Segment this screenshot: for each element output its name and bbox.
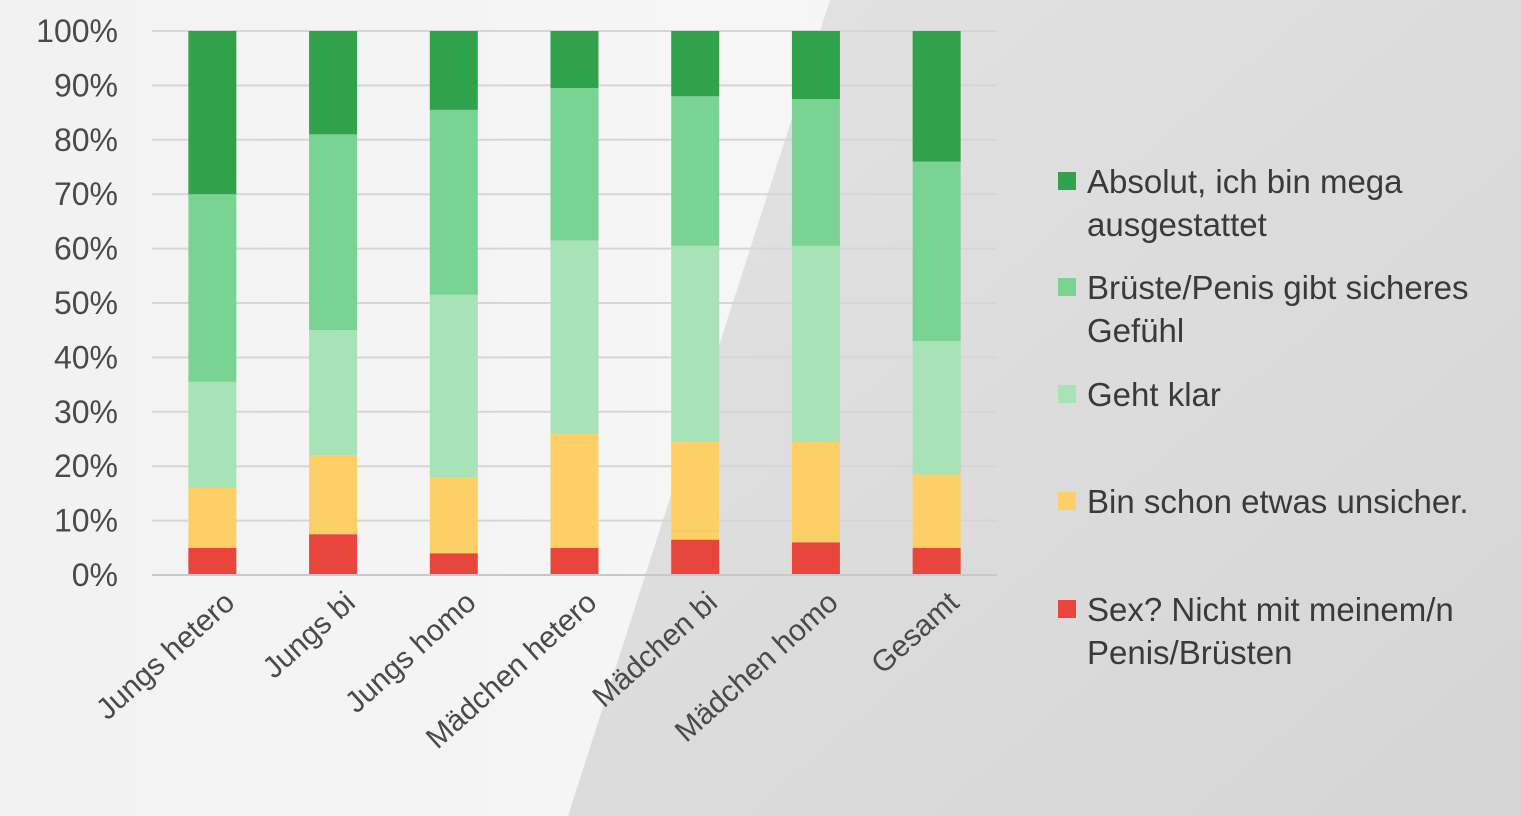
bar-segment	[429, 477, 478, 554]
legend-swatch-sex-nicht	[1058, 600, 1076, 618]
bar-segment	[791, 441, 840, 543]
bar-segment	[188, 194, 237, 382]
legend-label-unsicher: Bin schon etwas unsicher.	[1087, 483, 1469, 520]
legend-item-unsicher: Bin schon etwas unsicher.	[1058, 480, 1518, 523]
bars	[188, 31, 961, 575]
y-tick-label: 80%	[54, 122, 118, 158]
bar-segment	[912, 161, 961, 342]
bar-segment	[309, 330, 358, 456]
legend-label-brueste-penis-line2: Gefühl	[1087, 312, 1185, 349]
legend-label-brueste-penis: Brüste/Penis gibt sicheres Gefühl	[1087, 266, 1469, 352]
bar-segment	[429, 294, 478, 478]
legend-swatch-geht-klar	[1058, 385, 1076, 403]
bar-segment	[188, 31, 237, 195]
legend-label-absolut-line1: Absolut, ich bin mega	[1087, 163, 1403, 200]
y-tick-label: 60%	[54, 231, 118, 267]
y-tick-label: 70%	[54, 176, 118, 212]
bar-segment	[912, 341, 961, 475]
bar-segment	[309, 134, 358, 331]
legend-swatch-absolut	[1058, 172, 1076, 190]
bar-segment	[550, 240, 599, 434]
bar-segment	[188, 381, 237, 488]
legend-label-absolut-line2: ausgestattet	[1087, 206, 1267, 243]
bar-segment	[671, 245, 720, 442]
bar-segment	[671, 539, 720, 575]
legend-label-geht-klar: Geht klar	[1087, 376, 1221, 413]
legend-item-brueste-penis: Brüste/Penis gibt sicheres Gefühl	[1058, 266, 1518, 352]
legend-label-sex-nicht-line2: Penis/Brüsten	[1087, 634, 1293, 671]
bar-segment	[671, 31, 720, 97]
x-category-label: Jungs hetero	[90, 586, 241, 727]
bar-segment	[188, 547, 237, 575]
y-axis-tick-labels: 0% 10% 20% 30% 40% 50% 60% 70% 80% 90% 100%	[36, 13, 118, 593]
y-tick-label: 90%	[54, 67, 118, 103]
y-tick-label: 30%	[54, 394, 118, 430]
legend-swatch-unsicher	[1058, 492, 1076, 510]
bar-segment	[429, 31, 478, 110]
legend-label-sex-nicht: Sex? Nicht mit meinem/n Penis/Brüsten	[1087, 588, 1454, 674]
y-tick-label: 50%	[54, 285, 118, 321]
bar-segment	[309, 534, 358, 575]
bar-segment	[309, 455, 358, 535]
y-tick-label: 10%	[54, 503, 118, 539]
legend-item-absolut: Absolut, ich bin mega ausgestattet	[1058, 160, 1518, 246]
bar-segment	[791, 31, 840, 99]
bar-segment	[188, 487, 237, 548]
bar-segment	[550, 31, 599, 89]
bar-segment	[791, 245, 840, 442]
bar-segment	[912, 31, 961, 162]
bar-segment	[791, 542, 840, 575]
legend-item-sex-nicht: Sex? Nicht mit meinem/n Penis/Brüsten	[1058, 588, 1518, 674]
stacked-bar-chart: 0% 10% 20% 30% 40% 50% 60% 70% 80% 90% 100% Jungs …	[36, 13, 997, 755]
bar-segment	[429, 553, 478, 575]
y-tick-label: 0%	[72, 557, 118, 593]
x-category-label: Jungs bi	[257, 586, 362, 685]
y-tick-label: 100%	[36, 13, 118, 49]
x-category-label: Gesamt	[865, 585, 966, 680]
bar-segment	[912, 547, 961, 575]
y-tick-label: 40%	[54, 339, 118, 375]
legend-label-sex-nicht-line1: Sex? Nicht mit meinem/n	[1087, 591, 1454, 628]
bar-segment	[671, 441, 720, 540]
bar-segment	[671, 96, 720, 246]
legend-swatch-brueste-penis	[1058, 278, 1076, 296]
bar-segment	[912, 474, 961, 548]
bar-segment	[550, 547, 599, 575]
bar-segment	[791, 99, 840, 246]
legend-label-absolut: Absolut, ich bin mega ausgestattet	[1087, 160, 1403, 246]
legend-item-geht-klar: Geht klar	[1058, 373, 1518, 416]
legend-label-brueste-penis-line1: Brüste/Penis gibt sicheres	[1087, 269, 1469, 306]
bar-segment	[309, 31, 358, 135]
y-tick-label: 20%	[54, 448, 118, 484]
bar-segment	[550, 433, 599, 548]
bar-segment	[550, 88, 599, 241]
bar-segment	[429, 109, 478, 295]
